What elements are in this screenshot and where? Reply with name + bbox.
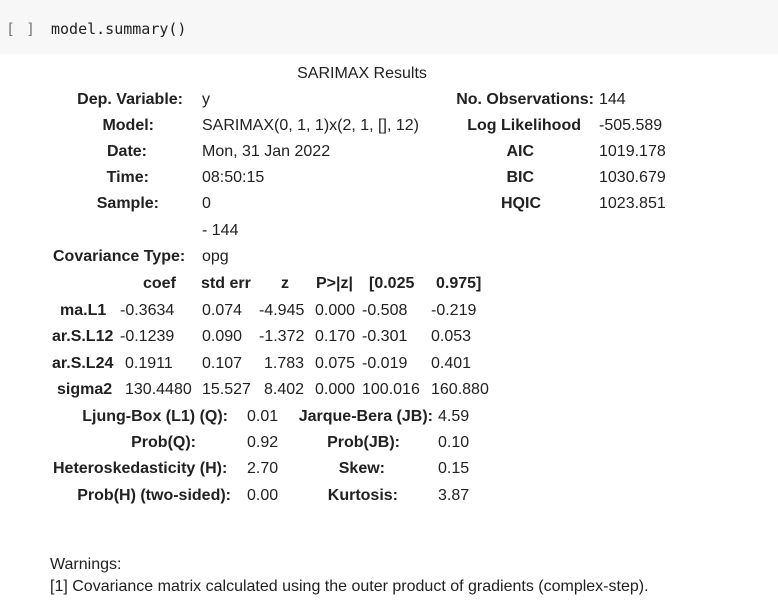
- coef-cell: 0.1911: [125, 355, 173, 372]
- jarque-bera-value: 4.59: [438, 408, 470, 425]
- model-label: Model:: [102, 117, 154, 134]
- hqic-label: HQIC: [501, 195, 541, 212]
- sample-label: Sample:: [96, 195, 159, 212]
- n-observations-label: No. Observations:: [456, 91, 594, 108]
- ljung-box-value: 0.01: [247, 408, 279, 425]
- coef-cell: -0.3634: [120, 302, 175, 319]
- warning-item: [1] Covariance matrix calculated using t…: [50, 578, 649, 595]
- stderr-cell: 15.527: [202, 381, 251, 398]
- coef-row-name: ar.S.L24: [52, 355, 114, 372]
- code-cell-input[interactable]: [ ] model.summary(): [0, 0, 778, 54]
- prob-h-value: 0.00: [247, 487, 279, 504]
- coef-cell: 130.4480: [125, 381, 192, 398]
- date-value: Mon, 31 Jan 2022: [202, 143, 331, 160]
- prob-q-label: Prob(Q):: [131, 434, 196, 451]
- ci-lower-cell: -0.508: [362, 302, 408, 319]
- pvalue-cell: 0.000: [315, 302, 356, 319]
- pvalue-cell: 0.170: [315, 328, 356, 345]
- ci-upper-cell: -0.219: [431, 302, 477, 319]
- aic-value: 1019.178: [599, 143, 666, 160]
- z-cell: -1.372: [259, 328, 305, 345]
- n-observations-value: 144: [599, 91, 626, 108]
- heteroskedasticity-value: 2.70: [247, 460, 279, 477]
- summary-title: SARIMAX Results: [297, 65, 427, 82]
- coef-cell: -0.1239: [120, 328, 175, 345]
- aic-label: AIC: [506, 143, 534, 160]
- ci-lower-column-header: [0.025: [369, 275, 415, 292]
- log-likelihood-label: Log Likelihood: [467, 117, 581, 134]
- stderr-cell: 0.090: [202, 328, 243, 345]
- hqic-value: 1023.851: [599, 195, 666, 212]
- skew-label: Skew:: [338, 460, 385, 477]
- kurtosis-value: 3.87: [438, 487, 470, 504]
- pvalue-cell: 0.075: [315, 355, 356, 372]
- dep-variable-label: Dep. Variable:: [77, 91, 183, 108]
- coef-column-header: coef: [143, 275, 176, 292]
- covariance-type-value: opg: [202, 248, 229, 265]
- z-cell: -4.945: [259, 302, 305, 319]
- ci-lower-cell: -0.301: [362, 328, 408, 345]
- code-editor[interactable]: model.summary(): [51, 20, 187, 38]
- stderr-cell: 0.074: [202, 302, 243, 319]
- coef-row-name: ma.L1: [60, 302, 107, 319]
- skew-value: 0.15: [438, 460, 470, 477]
- z-cell: 1.783: [264, 355, 305, 372]
- date-label: Date:: [106, 143, 147, 160]
- ljung-box-label: Ljung-Box (L1) (Q):: [82, 408, 228, 425]
- bic-value: 1030.679: [599, 169, 666, 186]
- ci-lower-cell: 100.016: [362, 381, 420, 398]
- stderr-cell: 0.107: [202, 355, 243, 372]
- z-cell: 8.402: [264, 381, 305, 398]
- prob-jb-value: 0.10: [438, 434, 470, 451]
- prob-h-label: Prob(H) (two-sided):: [77, 487, 231, 504]
- ci-upper-cell: 0.053: [431, 328, 472, 345]
- time-value: 08:50:15: [202, 169, 265, 186]
- sample-value-end: - 144: [202, 222, 239, 239]
- heteroskedasticity-label: Heteroskedasticity (H):: [53, 460, 228, 477]
- kurtosis-label: Kurtosis:: [327, 487, 398, 504]
- ci-upper-cell: 0.401: [431, 355, 472, 372]
- prob-jb-label: Prob(JB):: [327, 434, 400, 451]
- bic-label: BIC: [506, 169, 534, 186]
- jarque-bera-label: Jarque-Bera (JB):: [298, 408, 433, 425]
- warnings-title: Warnings:: [50, 556, 122, 573]
- log-likelihood-value: -505.589: [599, 117, 663, 134]
- ci-lower-cell: -0.019: [362, 355, 408, 372]
- z-column-header: z: [281, 275, 289, 292]
- dep-variable-value: y: [202, 91, 210, 108]
- coef-row-name: ar.S.L12: [52, 328, 114, 345]
- covariance-type-label: Covariance Type:: [53, 248, 186, 265]
- ci-upper-cell: 160.880: [431, 381, 489, 398]
- pvalue-column-header: P>|z|: [316, 275, 353, 292]
- prob-q-value: 0.92: [247, 434, 279, 451]
- time-label: Time:: [106, 169, 149, 186]
- pvalue-cell: 0.000: [315, 381, 356, 398]
- sample-value-start: 0: [202, 195, 211, 212]
- stderr-column-header: std err: [201, 275, 251, 292]
- cell-run-prompt[interactable]: [ ]: [6, 20, 37, 38]
- model-value: SARIMAX(0, 1, 1)x(2, 1, [], 12): [202, 117, 419, 134]
- ci-upper-column-header: 0.975]: [436, 275, 482, 292]
- coef-row-name: sigma2: [57, 381, 113, 398]
